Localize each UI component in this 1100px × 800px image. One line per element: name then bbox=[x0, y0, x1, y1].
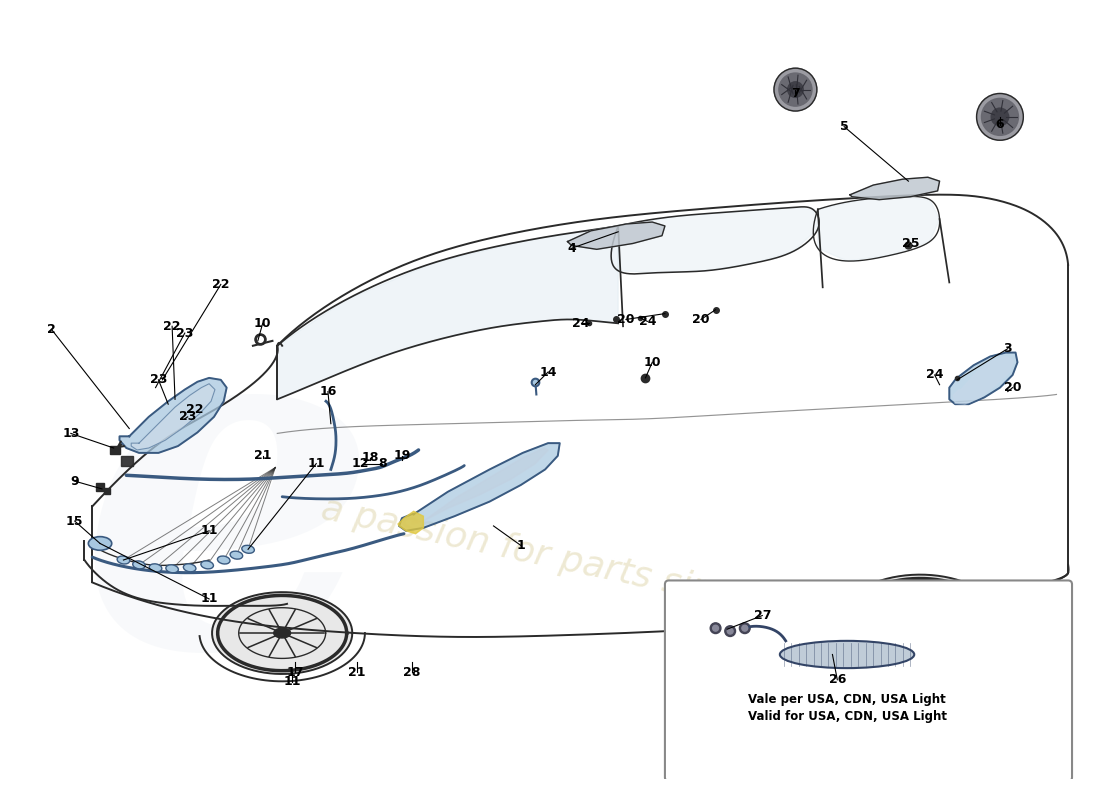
Circle shape bbox=[725, 626, 736, 637]
Text: 23: 23 bbox=[150, 374, 167, 386]
Ellipse shape bbox=[242, 546, 254, 554]
Ellipse shape bbox=[780, 641, 914, 668]
Text: 7: 7 bbox=[791, 87, 800, 100]
Text: 10: 10 bbox=[644, 356, 661, 369]
Polygon shape bbox=[277, 226, 618, 399]
Text: 23: 23 bbox=[179, 410, 197, 423]
Polygon shape bbox=[110, 446, 120, 454]
Circle shape bbox=[774, 68, 817, 111]
Circle shape bbox=[991, 108, 1009, 126]
Text: 19: 19 bbox=[394, 450, 410, 462]
Text: 5: 5 bbox=[839, 120, 848, 133]
Text: 24: 24 bbox=[572, 317, 590, 330]
Ellipse shape bbox=[88, 537, 112, 550]
Text: Vale per USA, CDN, USA Light: Vale per USA, CDN, USA Light bbox=[748, 693, 946, 706]
Circle shape bbox=[981, 98, 1019, 135]
Text: 27: 27 bbox=[754, 609, 771, 622]
Circle shape bbox=[711, 623, 720, 634]
Text: e: e bbox=[78, 287, 378, 745]
Text: 15: 15 bbox=[66, 514, 84, 527]
Polygon shape bbox=[949, 353, 1018, 404]
Circle shape bbox=[741, 626, 748, 631]
Text: 23: 23 bbox=[176, 326, 194, 339]
Polygon shape bbox=[910, 618, 930, 629]
Text: 16: 16 bbox=[319, 385, 337, 398]
Polygon shape bbox=[212, 592, 352, 674]
Polygon shape bbox=[411, 448, 548, 524]
Polygon shape bbox=[131, 384, 214, 450]
Text: 11: 11 bbox=[200, 524, 218, 538]
Polygon shape bbox=[121, 456, 133, 466]
Text: 26: 26 bbox=[828, 674, 846, 686]
Text: 12: 12 bbox=[351, 457, 369, 470]
Text: 11: 11 bbox=[283, 675, 300, 688]
FancyBboxPatch shape bbox=[664, 581, 1072, 781]
Circle shape bbox=[779, 73, 812, 106]
Polygon shape bbox=[398, 511, 424, 534]
Ellipse shape bbox=[133, 561, 145, 569]
Text: 11: 11 bbox=[308, 457, 324, 470]
Text: 22: 22 bbox=[164, 320, 180, 333]
Text: 24: 24 bbox=[639, 315, 656, 328]
Text: 17: 17 bbox=[286, 666, 304, 678]
Text: 21: 21 bbox=[254, 450, 272, 462]
Ellipse shape bbox=[218, 556, 230, 564]
Polygon shape bbox=[837, 574, 1003, 672]
Polygon shape bbox=[850, 178, 939, 200]
Text: 28: 28 bbox=[403, 666, 420, 678]
Text: 10: 10 bbox=[254, 317, 272, 330]
Ellipse shape bbox=[201, 561, 213, 569]
Text: 9: 9 bbox=[70, 474, 79, 488]
Polygon shape bbox=[120, 378, 227, 453]
Ellipse shape bbox=[166, 565, 178, 573]
Text: 24: 24 bbox=[926, 369, 944, 382]
Text: 8: 8 bbox=[378, 457, 387, 470]
Text: 18: 18 bbox=[361, 451, 378, 464]
Ellipse shape bbox=[184, 564, 196, 572]
Circle shape bbox=[727, 628, 733, 634]
Ellipse shape bbox=[230, 551, 243, 559]
Circle shape bbox=[713, 626, 718, 631]
Text: 14: 14 bbox=[539, 366, 557, 378]
Text: 13: 13 bbox=[62, 427, 79, 440]
Text: 20: 20 bbox=[1004, 381, 1022, 394]
Circle shape bbox=[788, 82, 803, 98]
Text: 6: 6 bbox=[996, 118, 1004, 131]
Text: 22: 22 bbox=[186, 402, 204, 415]
Text: 1: 1 bbox=[516, 539, 525, 552]
Ellipse shape bbox=[150, 564, 162, 572]
Polygon shape bbox=[817, 197, 939, 261]
Circle shape bbox=[739, 623, 750, 634]
Polygon shape bbox=[618, 207, 817, 273]
Text: 25: 25 bbox=[902, 237, 920, 250]
Text: 22: 22 bbox=[212, 278, 230, 291]
Text: 21: 21 bbox=[349, 666, 366, 678]
Polygon shape bbox=[954, 357, 1013, 404]
Text: 4: 4 bbox=[568, 242, 575, 255]
Polygon shape bbox=[568, 222, 664, 250]
Text: 20: 20 bbox=[617, 313, 635, 326]
Text: 3: 3 bbox=[1003, 342, 1012, 355]
Text: a passion for parts since 1965: a passion for parts since 1965 bbox=[318, 491, 859, 638]
Polygon shape bbox=[399, 443, 560, 530]
Text: 11: 11 bbox=[200, 593, 218, 606]
Text: 20: 20 bbox=[692, 313, 710, 326]
Text: 2: 2 bbox=[47, 322, 56, 336]
Polygon shape bbox=[274, 628, 290, 638]
Ellipse shape bbox=[117, 556, 130, 564]
Circle shape bbox=[977, 94, 1023, 140]
Text: Valid for USA, CDN, USA Light: Valid for USA, CDN, USA Light bbox=[748, 710, 947, 723]
